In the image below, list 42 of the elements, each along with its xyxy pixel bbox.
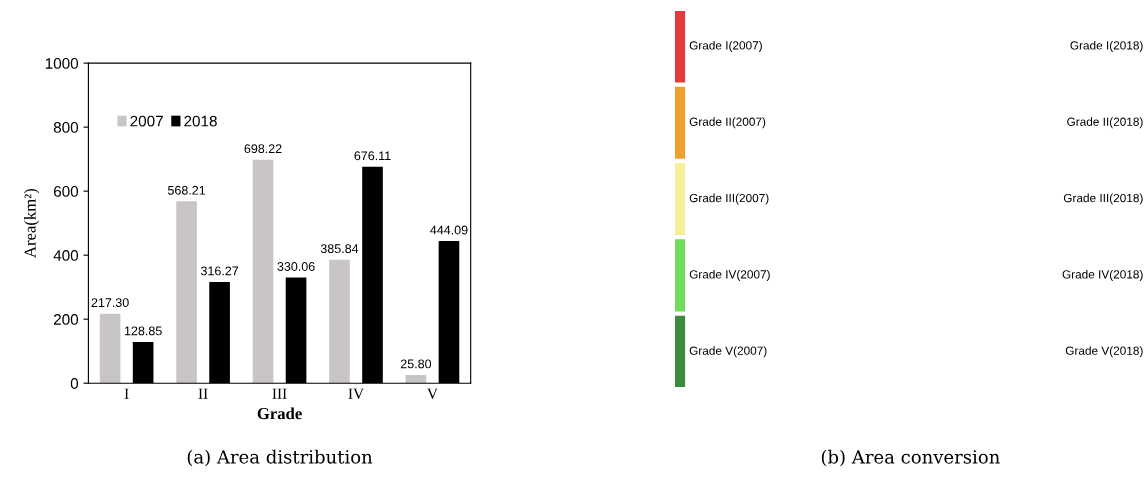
data-label: 330.06 [277, 262, 315, 271]
category-label: Grade III(2018) [1063, 193, 1143, 205]
category-label: Grade V(2018) [1065, 346, 1143, 358]
category-label: Grade II(2018) [1067, 117, 1143, 129]
data-label: 316.27 [200, 266, 239, 276]
category-label: Grade IV(2007) [689, 269, 770, 281]
y-tick-label: 600 [53, 186, 79, 197]
x-tick-label: IV [348, 388, 364, 399]
y-tick-label: 200 [53, 314, 79, 325]
category-label: Grade IV(2018) [1062, 269, 1143, 281]
legend-label: 2007 [130, 115, 163, 127]
bar [176, 201, 197, 384]
legend-label: 2018 [184, 115, 217, 127]
y-tick-label: 400 [53, 250, 79, 261]
data-label: 128.85 [124, 326, 162, 336]
category-label: Grade I(2007) [689, 40, 762, 52]
category-label: Grade II(2007) [689, 117, 766, 129]
data-label: 568.21 [167, 185, 206, 195]
y-tick-label: 800 [53, 122, 79, 133]
category-label: Grade III(2007) [689, 193, 769, 205]
data-label: 676.11 [354, 151, 391, 161]
bar [252, 159, 274, 384]
category-label: Grade V(2007) [689, 346, 767, 358]
bar [99, 313, 121, 384]
x-tick-label: III [272, 388, 287, 399]
x-tick-label: I [124, 388, 129, 399]
data-label: 698.22 [244, 144, 282, 154]
bar [405, 374, 427, 384]
bar [329, 259, 350, 384]
data-label: 444.09 [430, 225, 468, 235]
x-axis-title: Grade [257, 407, 302, 420]
data-label: 385.84 [320, 244, 359, 254]
text: (b) Area conversion [821, 449, 1000, 467]
x-tick-label: II [198, 388, 208, 399]
y-tick-label: 1000 [45, 58, 79, 69]
data-label: 25.80 [400, 359, 432, 369]
x-tick-label: V [427, 388, 438, 399]
y-axis-title: Area(km²) [24, 189, 40, 258]
category-label: Grade I(2018) [1070, 40, 1143, 52]
data-label: 217.30 [91, 298, 129, 308]
y-tick-label: 0 [70, 378, 79, 389]
text: (a) Area distribution [187, 449, 373, 467]
